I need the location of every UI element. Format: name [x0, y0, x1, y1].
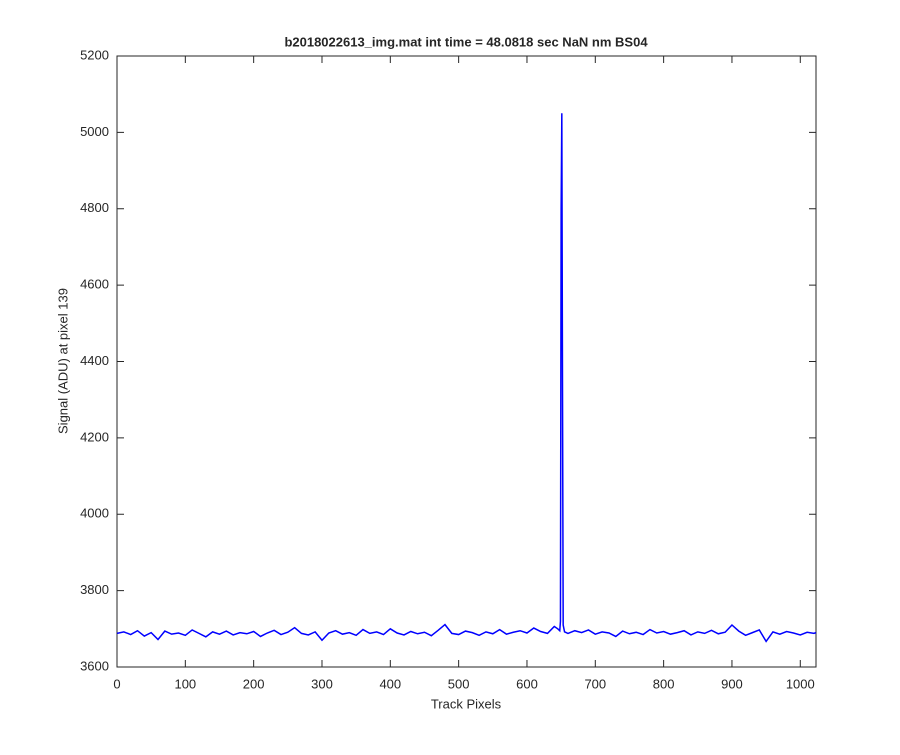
y-tick-label: 3600: [80, 658, 109, 673]
x-tick-label: 600: [516, 676, 538, 691]
chart-title: b2018022613_img.mat int time = 48.0818 s…: [284, 34, 648, 49]
y-tick-label: 4200: [80, 429, 109, 444]
x-tick-label: 400: [379, 676, 401, 691]
y-tick-label: 4800: [80, 200, 109, 215]
x-tick-label: 800: [653, 676, 675, 691]
data-line: [116, 113, 817, 643]
y-tick-label: 4600: [80, 277, 109, 292]
x-tick-label: 0: [113, 676, 120, 691]
x-tick-label: 900: [721, 676, 743, 691]
x-tick-label: 500: [448, 676, 470, 691]
y-tick-label: 5200: [80, 47, 109, 62]
x-tick-label: 700: [584, 676, 606, 691]
y-tick-label: 5000: [80, 124, 109, 139]
y-tick-label: 3800: [80, 582, 109, 597]
x-tick-label: 300: [311, 676, 333, 691]
x-axis-label: Track Pixels: [431, 696, 502, 711]
y-tick-label: 4000: [80, 506, 109, 521]
x-tick-label: 200: [243, 676, 265, 691]
x-tick-label: 1000: [786, 676, 815, 691]
x-tick-label: 100: [174, 676, 196, 691]
y-axis-label: Signal (ADU) at pixel 139: [55, 288, 70, 434]
y-tick-label: 4400: [80, 353, 109, 368]
